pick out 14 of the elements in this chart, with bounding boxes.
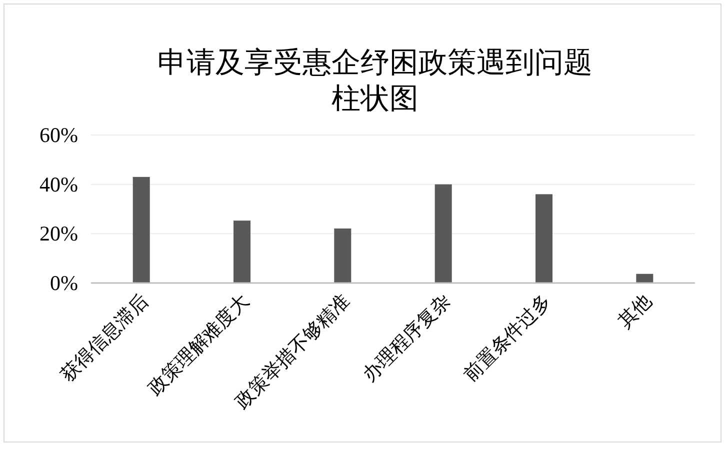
y-tick-label: 0% xyxy=(50,271,78,295)
x-tick-label: 其他 xyxy=(614,290,656,332)
x-tick-label: 前置条件过多 xyxy=(460,290,556,386)
bar xyxy=(234,220,250,283)
bar xyxy=(536,194,552,283)
y-tick-label: 20% xyxy=(40,222,78,246)
bar xyxy=(636,274,654,283)
x-tick-label: 办理程序复杂 xyxy=(358,290,455,386)
bar xyxy=(132,176,150,283)
bar xyxy=(334,228,352,283)
y-tick-label: 40% xyxy=(40,172,78,196)
chart-title: 申请及享受惠企纾困政策遇到问题柱状图 xyxy=(158,47,592,115)
bar xyxy=(434,184,452,283)
y-tick-label: 60% xyxy=(40,123,78,147)
